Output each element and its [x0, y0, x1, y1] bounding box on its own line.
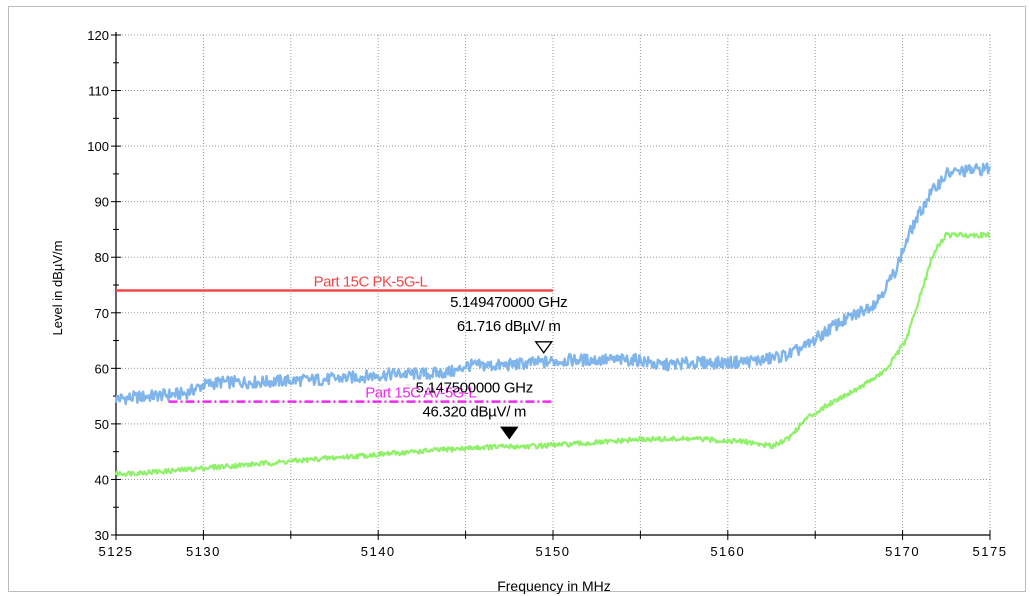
y-tick-label: 40	[95, 472, 109, 487]
series-line	[114, 162, 992, 406]
y-tick-label: 80	[95, 250, 109, 265]
y-axis-title: Level in dBµV/m	[50, 241, 65, 336]
markers: 5.149470000 GHz 61.716 dBµV/ m 5.147500000…	[416, 294, 568, 440]
x-tick-label: 5175	[973, 544, 1008, 559]
series	[114, 162, 992, 477]
y-tick-label: 100	[87, 139, 109, 154]
x-tick-label: 5160	[710, 544, 745, 559]
axes: 30 40 50 60 70 80 90 100 110 120 5125 5130 5140 5150 5…	[87, 28, 1008, 559]
y-tick-label: 110	[88, 84, 109, 99]
y-tick-label: 30	[95, 528, 109, 543]
limit-line-label: Part 15C AV-5G-L	[365, 385, 476, 402]
x-tick-label: 5130	[186, 544, 221, 559]
x-axis-title: Frequency in MHz	[497, 578, 611, 594]
marker-triangle	[534, 341, 554, 354]
y-tick-label: 50	[95, 417, 109, 432]
series-line	[114, 231, 991, 477]
marker-frequency-label: 5.147500000 GHz	[416, 379, 533, 396]
x-tick-label: 5150	[536, 544, 571, 559]
limit-line-label: Part 15C PK-5G-L	[314, 274, 428, 291]
y-tick-label: 70	[95, 306, 109, 321]
limit-lines: Part 15C PK-5G-L Part 15C AV-5G-L	[116, 274, 553, 403]
y-tick-label: 120	[87, 28, 109, 43]
marker-frequency-label: 5.149470000 GHz	[450, 294, 567, 311]
x-tick-label: 5125	[99, 544, 134, 559]
marker-triangle	[500, 426, 519, 440]
y-tick-label: 90	[95, 195, 109, 210]
grid	[116, 34, 991, 535]
marker-level-label: 61.716 dBµV/ m	[457, 318, 561, 335]
chart-frame	[8, 6, 1026, 592]
marker-level-label: 46.320 dBµV/ m	[422, 403, 526, 420]
x-tick-label: 5170	[885, 544, 920, 559]
x-tick-label: 5140	[361, 544, 396, 559]
y-tick-label: 60	[95, 361, 109, 376]
